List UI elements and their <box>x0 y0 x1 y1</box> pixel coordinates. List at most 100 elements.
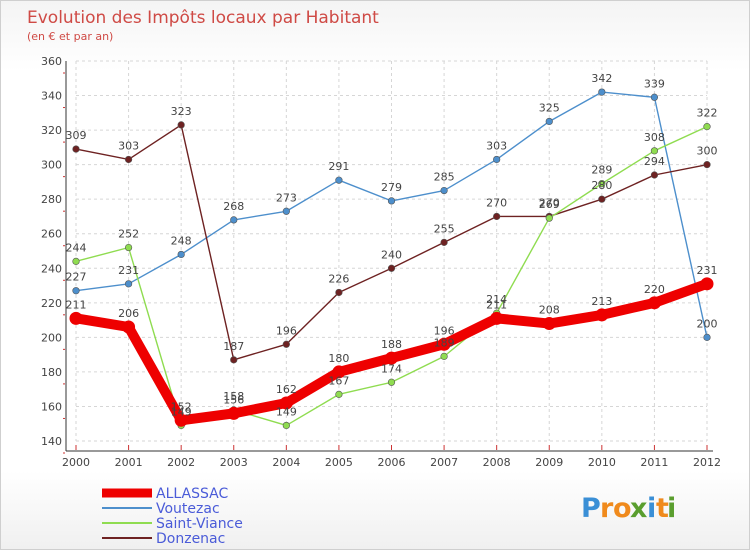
data-point <box>385 351 398 365</box>
data-point <box>335 288 343 297</box>
data-label: 291 <box>328 160 349 173</box>
data-label: 255 <box>434 222 455 235</box>
data-label: 252 <box>118 228 139 241</box>
data-point <box>650 147 659 155</box>
y-tick-label: 220 <box>41 297 62 310</box>
data-point <box>595 308 609 322</box>
x-tick-label: 2009 <box>535 456 563 469</box>
data-point <box>598 195 606 203</box>
data-point <box>598 88 606 96</box>
x-tick-label: 2010 <box>588 456 616 469</box>
x-tick-label: 2008 <box>483 456 511 469</box>
data-label: 231 <box>118 264 139 277</box>
legend-label: ALLASSAC <box>156 486 228 502</box>
data-label: 211 <box>486 298 507 311</box>
data-label: 280 <box>591 179 612 192</box>
data-label: 273 <box>276 191 297 204</box>
data-point <box>332 365 346 379</box>
data-point <box>227 406 241 420</box>
data-label: 300 <box>697 145 718 158</box>
data-label: 152 <box>171 400 192 413</box>
data-label: 220 <box>644 283 665 296</box>
x-tick-label: 2001 <box>115 456 143 469</box>
data-label: 309 <box>66 129 87 142</box>
data-label: 342 <box>591 72 612 85</box>
data-label: 174 <box>381 362 402 375</box>
data-label: 303 <box>118 139 139 152</box>
logo-letter: t <box>656 493 669 524</box>
y-tick-label: 200 <box>41 331 62 344</box>
data-label: 211 <box>66 298 87 311</box>
data-point <box>282 421 290 430</box>
data-point <box>230 216 238 224</box>
data-point <box>440 352 448 360</box>
data-label: 270 <box>486 196 507 209</box>
data-point <box>177 121 185 129</box>
data-label: 244 <box>66 241 87 254</box>
data-labels: 211 206 152 156 162 180 188 196 211 208 213 220 231 2… <box>66 72 718 418</box>
y-tick-label: 340 <box>41 90 62 103</box>
data-point <box>177 250 185 259</box>
y-tick-label: 260 <box>41 228 62 241</box>
data-point <box>124 155 133 164</box>
data-label: 323 <box>171 105 192 118</box>
data-label: 303 <box>486 139 507 152</box>
x-tick-label: 2003 <box>220 456 248 469</box>
data-point <box>598 180 606 188</box>
data-label: 189 <box>434 336 455 349</box>
data-label: 208 <box>539 304 560 317</box>
data-label: 158 <box>223 390 244 403</box>
data-label: 231 <box>697 264 718 277</box>
x-tick-label: 2004 <box>272 456 300 469</box>
x-tick-label: 2000 <box>62 456 90 469</box>
y-tick-label: 160 <box>41 400 62 413</box>
data-point <box>124 243 133 252</box>
data-label: 156 <box>223 393 244 406</box>
data-label: 240 <box>381 248 402 261</box>
data-label: 180 <box>328 352 349 365</box>
data-point <box>279 396 293 410</box>
data-point <box>703 333 711 341</box>
series-lines <box>69 88 714 430</box>
chart-subtitle: (en € et par an) <box>27 30 113 43</box>
data-point <box>282 207 290 215</box>
data-label: 196 <box>276 324 297 337</box>
data-label: 149 <box>276 405 297 418</box>
logo-letter: P <box>581 493 601 524</box>
data-point <box>282 340 290 348</box>
data-label: 279 <box>381 181 402 194</box>
data-point <box>703 161 711 169</box>
data-label: 167 <box>328 374 349 387</box>
x-tick-label: 2007 <box>430 456 458 469</box>
data-label: 188 <box>381 338 402 351</box>
data-label: 162 <box>276 383 297 396</box>
y-tick-label: 360 <box>41 55 62 68</box>
y-tick-label: 240 <box>41 262 62 275</box>
data-point <box>440 186 448 195</box>
data-point <box>493 212 501 221</box>
data-label: 339 <box>644 77 665 90</box>
data-label: 149 <box>171 405 192 418</box>
data-label: 226 <box>328 272 349 285</box>
data-point <box>703 123 711 131</box>
data-label: 270 <box>539 196 560 209</box>
data-label: 196 <box>434 324 455 337</box>
data-label: 285 <box>434 171 455 184</box>
data-label: 325 <box>539 101 560 114</box>
data-point <box>230 356 238 364</box>
data-point <box>490 311 504 325</box>
data-label: 227 <box>66 271 87 284</box>
data-label: 308 <box>644 131 665 144</box>
legend-label: Saint-Viance <box>156 516 243 532</box>
data-label: 268 <box>223 200 244 213</box>
data-point <box>124 280 133 288</box>
data-point <box>335 176 343 184</box>
data-point <box>387 264 396 272</box>
logo-letter: x <box>630 493 647 524</box>
data-point <box>700 277 714 291</box>
data-label: 269 <box>539 198 560 211</box>
data-point <box>72 257 80 265</box>
data-point <box>387 378 396 386</box>
